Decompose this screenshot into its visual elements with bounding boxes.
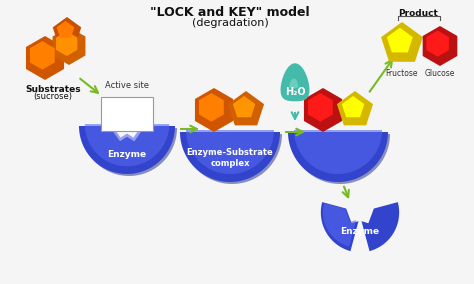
Polygon shape xyxy=(53,27,85,65)
Polygon shape xyxy=(304,88,342,132)
Polygon shape xyxy=(186,130,274,174)
Text: Enzyme: Enzyme xyxy=(108,149,146,158)
Polygon shape xyxy=(180,132,280,182)
Polygon shape xyxy=(195,88,233,132)
Text: (sucrose): (sucrose) xyxy=(34,92,73,101)
Text: Substrates: Substrates xyxy=(25,85,81,94)
Polygon shape xyxy=(288,132,388,182)
Polygon shape xyxy=(321,202,358,251)
Text: Enzyme-Substrate
complex: Enzyme-Substrate complex xyxy=(187,148,273,168)
Polygon shape xyxy=(308,93,333,122)
Polygon shape xyxy=(228,91,264,125)
Polygon shape xyxy=(79,126,175,174)
Polygon shape xyxy=(342,96,365,117)
Text: Enzyme: Enzyme xyxy=(340,227,380,237)
Polygon shape xyxy=(56,31,77,56)
Text: (degradation): (degradation) xyxy=(191,18,268,28)
Polygon shape xyxy=(362,202,399,251)
Text: Product: Product xyxy=(398,9,438,18)
Text: Active site: Active site xyxy=(105,81,149,90)
Text: Glucose: Glucose xyxy=(425,69,455,78)
Text: H₂O: H₂O xyxy=(285,87,305,97)
Polygon shape xyxy=(381,22,423,62)
Polygon shape xyxy=(337,91,373,125)
Polygon shape xyxy=(182,134,282,184)
Polygon shape xyxy=(294,130,382,174)
Text: Fructose: Fructose xyxy=(386,69,418,78)
Polygon shape xyxy=(53,17,81,44)
Polygon shape xyxy=(290,134,390,184)
Polygon shape xyxy=(81,128,177,176)
Polygon shape xyxy=(233,96,255,117)
Text: "LOCK and KEY" model: "LOCK and KEY" model xyxy=(150,6,310,19)
Polygon shape xyxy=(323,203,356,247)
Polygon shape xyxy=(85,124,169,166)
Polygon shape xyxy=(290,79,298,88)
Polygon shape xyxy=(423,26,457,66)
FancyBboxPatch shape xyxy=(101,97,153,131)
Polygon shape xyxy=(426,31,449,57)
Polygon shape xyxy=(387,28,413,52)
Polygon shape xyxy=(30,41,55,70)
Polygon shape xyxy=(26,36,64,80)
Polygon shape xyxy=(281,63,310,101)
Polygon shape xyxy=(57,21,74,38)
Polygon shape xyxy=(199,93,224,122)
